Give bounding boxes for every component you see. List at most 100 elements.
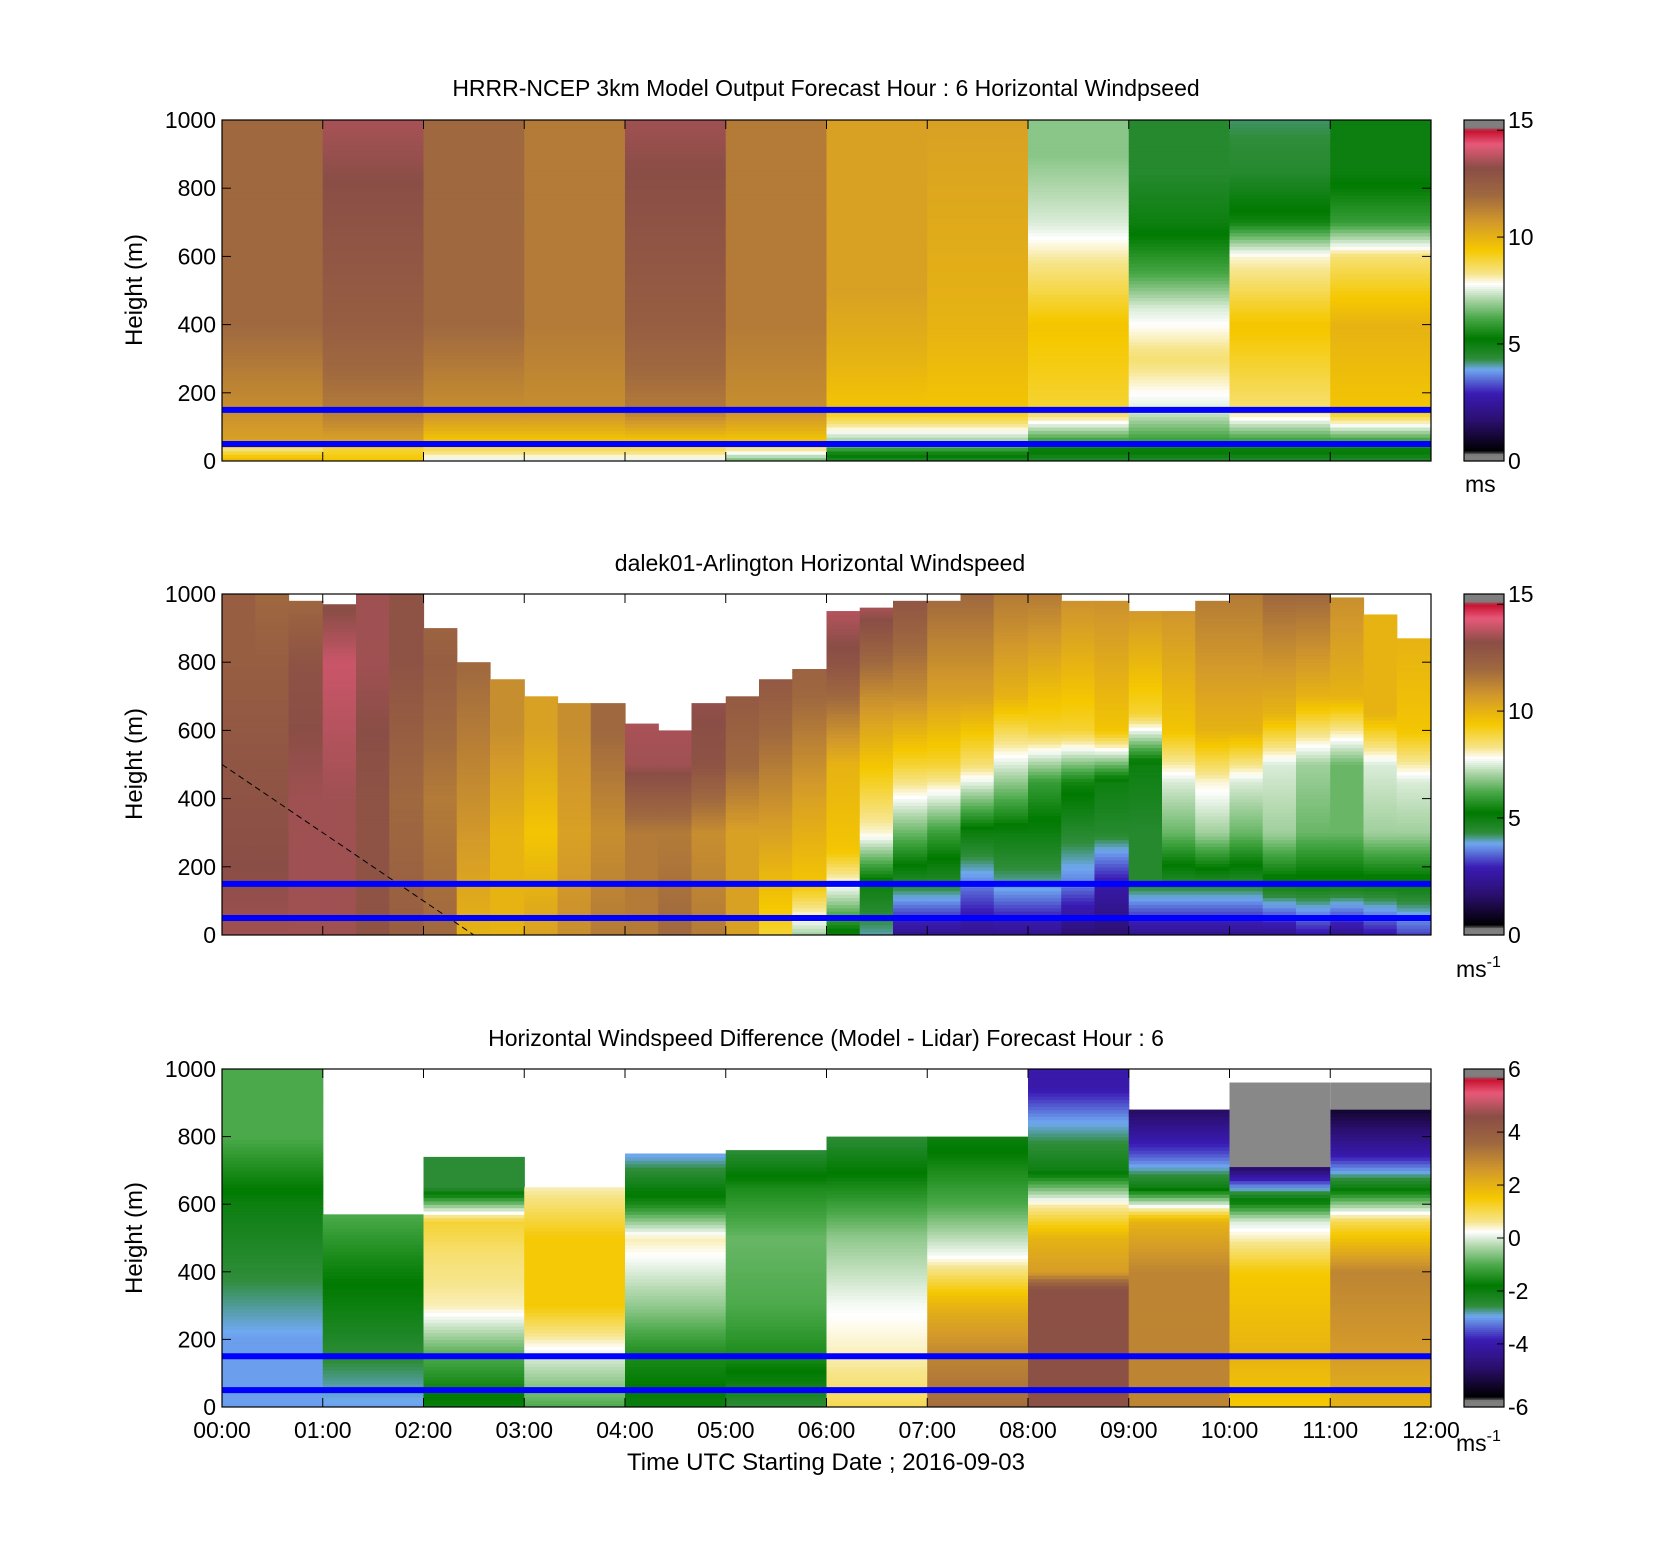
heatmap-cell [1330,123,1431,128]
heatmap-cell [625,154,727,159]
heatmap-cell [356,805,390,810]
heatmap-cell [1330,655,1365,660]
heatmap-cell [893,924,928,929]
heatmap-cell [557,744,592,749]
heatmap-cell [222,1275,324,1280]
heatmap-cell [1229,720,1264,725]
heatmap-cell [322,870,357,875]
heatmap-cell [1262,709,1297,714]
heatmap-cell [960,617,995,622]
heatmap-cell [1295,873,1331,878]
heatmap-cell [1229,863,1264,868]
colorbar-segment [1464,240,1504,243]
heatmap-cell [927,720,962,725]
heatmap-cell [222,1207,324,1212]
heatmap-cell [1396,866,1431,871]
heatmap-cell [792,856,828,861]
heatmap-cell [859,634,894,639]
heatmap-cell [1262,812,1297,817]
heatmap-cell [893,628,928,633]
heatmap-cell [1396,672,1431,677]
heatmap-cell [288,675,324,680]
heatmap-cell [255,651,290,656]
heatmap-cell [658,890,693,895]
heatmap-cell [322,195,425,200]
heatmap-cell [1363,692,1398,697]
heatmap-cell [1162,887,1196,892]
heatmap-cell [625,273,727,278]
heatmap-cell [222,416,324,421]
heatmap-cell [423,723,458,728]
heatmap-cell [792,842,828,847]
colorbar-segment [1464,252,1504,255]
colorbar-segment [1464,866,1504,870]
heatmap-cell [222,283,324,288]
heatmap-cell [1295,720,1331,725]
heatmap-cell [658,767,693,772]
heatmap-cell [1229,130,1331,135]
colorbar-segment [1464,260,1504,264]
heatmap-cell [490,924,525,929]
heatmap-cell [423,454,525,459]
heatmap-cell [1262,781,1297,786]
heatmap-cell [590,788,626,793]
colorbar-segment [1464,786,1504,790]
heatmap-cell [927,280,1029,285]
heatmap-cell [557,890,592,895]
heatmap-cell [590,764,626,769]
heatmap-cell [322,658,357,663]
heatmap-cell [1061,672,1096,677]
heatmap-cell [255,911,290,916]
heatmap-cell [1363,839,1398,844]
heatmap-cell [1229,679,1264,684]
heatmap-cell [625,120,727,125]
heatmap-cell [222,355,324,360]
heatmap-cell [356,798,390,803]
heatmap-cell [288,754,324,759]
heatmap-cell [356,655,390,660]
heatmap-cell [1028,413,1130,418]
heatmap-cell [1396,682,1431,687]
colorbar-segment [1464,420,1504,424]
heatmap-cell [893,928,928,933]
heatmap-cell [423,123,525,128]
heatmap-cell [1094,853,1130,858]
heatmap-cell [222,290,324,295]
heatmap-cell [725,293,828,298]
heatmap-cell [1229,385,1331,390]
heatmap-cell [993,682,1029,687]
heatmap-cell [1162,651,1196,656]
heatmap-cell [1128,686,1163,691]
heatmap-cell [456,733,491,738]
heatmap-cell [1128,750,1163,755]
panel-lidar-colorbar-unit: ms-1 [1456,954,1501,982]
heatmap-cell [524,382,626,387]
heatmap-cell [524,924,559,929]
heatmap-cell [322,808,357,813]
heatmap-cell [725,403,828,408]
heatmap-cell [1195,658,1231,663]
heatmap-cell [725,143,828,148]
heatmap-cell [1195,822,1231,827]
heatmap-cell [1128,263,1231,268]
heatmap-cell [893,641,928,646]
heatmap-cell [1363,638,1398,643]
heatmap-cell [826,611,861,616]
heatmap-cell [1195,771,1231,776]
heatmap-cell [1295,655,1331,660]
heatmap-cell [1396,655,1431,660]
heatmap-cell [524,849,559,854]
heatmap-cell [725,338,828,343]
heatmap-cell [322,747,357,752]
heatmap-cell [859,655,894,660]
heatmap-cell [1028,665,1062,670]
heatmap-cell [725,157,828,162]
heatmap-cell [423,137,525,142]
colorbar-segment [1464,442,1504,446]
heatmap-cell [1396,819,1431,824]
heatmap-cell [1363,853,1398,858]
heatmap-cell [322,399,425,404]
heatmap-cell [322,191,425,196]
heatmap-cell [725,191,828,196]
heatmap-cell [960,655,995,660]
